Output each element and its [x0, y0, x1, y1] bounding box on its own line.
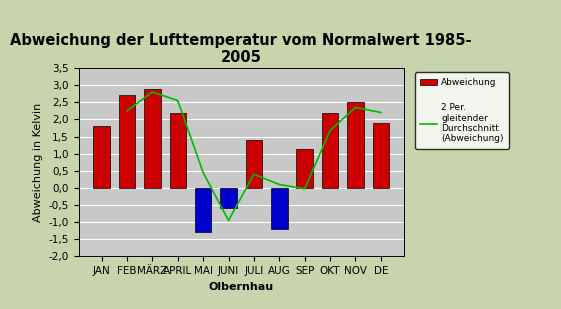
- Title: Abweichung der Lufttemperatur vom Normalwert 1985-
2005: Abweichung der Lufttemperatur vom Normal…: [11, 33, 472, 66]
- Bar: [144, 89, 160, 188]
- Bar: [220, 188, 237, 209]
- Bar: [347, 102, 364, 188]
- Legend: Abweichung, 2 Per.
gleitender
Durchschnitt
(Abweichung): Abweichung, 2 Per. gleitender Durchschni…: [415, 73, 509, 149]
- Bar: [169, 112, 186, 188]
- Bar: [195, 188, 211, 232]
- Bar: [119, 95, 135, 188]
- X-axis label: Olbernhau: Olbernhau: [209, 282, 274, 292]
- Bar: [322, 112, 338, 188]
- Bar: [246, 140, 262, 188]
- Bar: [296, 149, 313, 188]
- Bar: [373, 123, 389, 188]
- Y-axis label: Abweichung in Kelvin: Abweichung in Kelvin: [33, 103, 43, 222]
- Bar: [271, 188, 288, 229]
- Bar: [93, 126, 110, 188]
